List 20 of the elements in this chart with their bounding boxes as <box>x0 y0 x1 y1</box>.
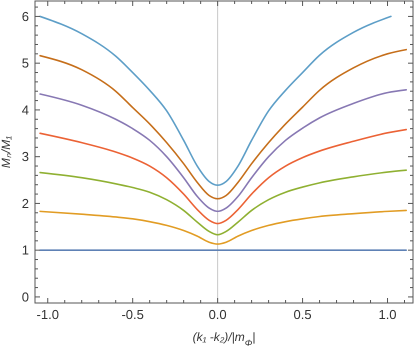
y-tick-label: 4 <box>22 102 29 118</box>
y-tick-label: 5 <box>22 56 29 71</box>
y-tick-label: 2 <box>22 196 29 211</box>
x-tick-label: 1.0 <box>378 307 397 322</box>
x-tick-label: 0.0 <box>208 307 227 322</box>
y-axis-title: Mₙ/M₁ <box>0 136 13 168</box>
x-tick-label: -1.0 <box>36 307 59 322</box>
x-tick-label: 0.5 <box>294 307 312 322</box>
line-series <box>39 128 408 224</box>
line-series <box>39 169 408 236</box>
y-tick-label: 6 <box>22 8 29 24</box>
x-tick-label: -0.5 <box>121 307 144 322</box>
y-tick-label: 3 <box>22 149 29 164</box>
line-series <box>39 89 408 212</box>
line-series <box>39 16 392 186</box>
x-axis-title: (k₁ -k₂)/|m$_{Φ}$| <box>192 330 256 348</box>
line-series <box>39 48 408 200</box>
y-tick-label: 0 <box>22 289 29 304</box>
y-tick-label: 1 <box>22 242 29 258</box>
line-series <box>39 210 408 245</box>
